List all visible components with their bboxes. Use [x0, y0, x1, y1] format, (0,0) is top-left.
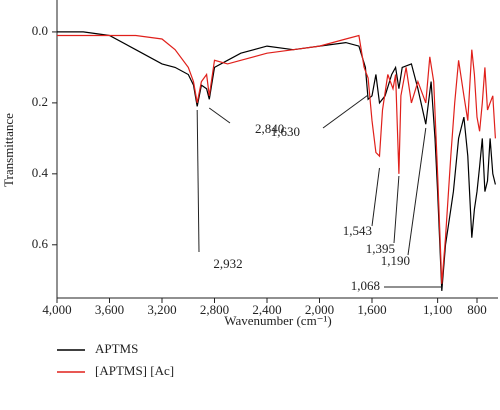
series-line: [57, 34, 496, 284]
x-tick-label: 4,000: [42, 302, 71, 317]
x-axis-label: Wavenumber (cm⁻¹): [224, 313, 332, 328]
annotation-label: 2,932: [213, 256, 242, 271]
x-tick-label: 800: [467, 302, 487, 317]
y-tick-label: 0.4: [32, 165, 49, 180]
annotation-label: 2,840: [255, 121, 284, 136]
x-tick-label: 3,600: [95, 302, 124, 317]
annotation-leader: [196, 109, 200, 253]
series-line: [57, 31, 496, 291]
annotation-label: 1,543: [343, 223, 372, 238]
x-tick-label: 1,100: [423, 302, 452, 317]
x-tick-label: 3,200: [147, 302, 176, 317]
annotation-label: 1,630: [271, 124, 300, 139]
x-tick-label: 2,800: [200, 302, 229, 317]
y-tick-label: 0.0: [32, 23, 48, 38]
annotation-leader: [208, 107, 231, 124]
annotation-leader: [393, 175, 400, 244]
y-tick-label: 0.6: [32, 236, 49, 251]
x-tick-label: 2,000: [305, 302, 334, 317]
annotation-label: 1,068: [351, 278, 380, 293]
annotation-leader: [371, 167, 380, 227]
annotation-leader: [407, 127, 427, 256]
x-tick-label: 1,600: [357, 302, 386, 317]
annotation-label: 1,395: [366, 241, 395, 256]
annotation-leader: [322, 94, 369, 129]
y-axis-label: Transmittance: [1, 113, 16, 187]
legend-label: APTMS: [95, 341, 138, 356]
legend-label: [APTMS] [Ac]: [95, 363, 174, 378]
y-tick-label: 0.2: [32, 94, 48, 109]
x-tick-label: 2,400: [252, 302, 281, 317]
annotation-label: 1,190: [381, 253, 410, 268]
